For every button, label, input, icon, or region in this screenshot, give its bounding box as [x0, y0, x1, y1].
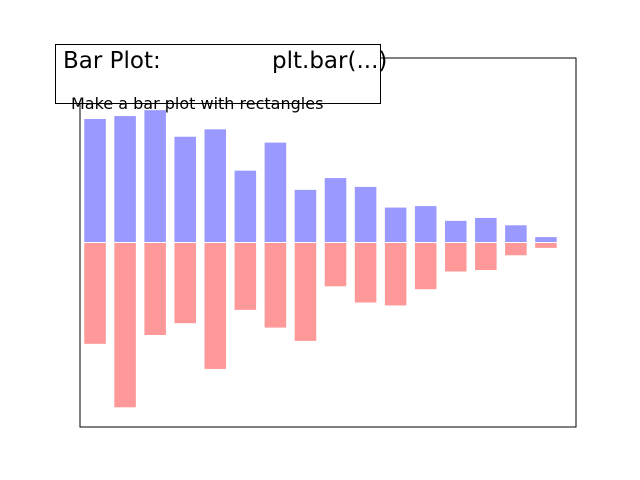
upper-bar-15 [534, 236, 558, 244]
upper-bar-1 [113, 115, 137, 243]
lower-bar-14 [504, 242, 528, 257]
lower-bar-2 [143, 242, 167, 336]
lower-bar-3 [173, 242, 197, 325]
upper-bar-8 [323, 177, 348, 243]
upper-bar-3 [173, 135, 197, 243]
lower-bar-9 [353, 242, 378, 304]
lower-bar-1 [113, 242, 137, 409]
upper-bar-4 [203, 128, 228, 244]
chart-title: Bar Plot: [63, 48, 161, 74]
lower-bar-4 [203, 242, 228, 370]
lower-bar-series [83, 242, 558, 409]
lower-bar-10 [383, 242, 408, 307]
lower-bar-0 [83, 242, 107, 345]
chart-code-label: plt.bar(...) [272, 48, 388, 74]
upper-bar-14 [504, 224, 528, 243]
upper-bar-11 [413, 205, 438, 244]
lower-bar-11 [413, 242, 438, 291]
lower-bar-13 [474, 242, 498, 272]
upper-bar-series [83, 109, 558, 244]
lower-bar-7 [293, 242, 318, 342]
upper-bar-0 [83, 118, 107, 243]
lower-bar-15 [534, 242, 558, 249]
upper-bar-7 [293, 188, 318, 243]
upper-bar-2 [143, 109, 167, 243]
upper-bar-5 [233, 169, 258, 243]
upper-bar-9 [353, 185, 378, 244]
upper-bar-10 [383, 206, 408, 243]
upper-bar-6 [263, 141, 288, 244]
lower-bar-5 [233, 242, 258, 311]
upper-bar-13 [474, 216, 498, 244]
lower-bar-8 [323, 242, 348, 288]
upper-bar-12 [443, 219, 468, 243]
lower-bar-6 [263, 242, 288, 329]
title-box: Bar Plot: plt.bar(...) Make a bar plot w… [55, 44, 387, 113]
chart-subtitle: Make a bar plot with rectangles [71, 94, 324, 113]
lower-bar-12 [443, 242, 468, 273]
